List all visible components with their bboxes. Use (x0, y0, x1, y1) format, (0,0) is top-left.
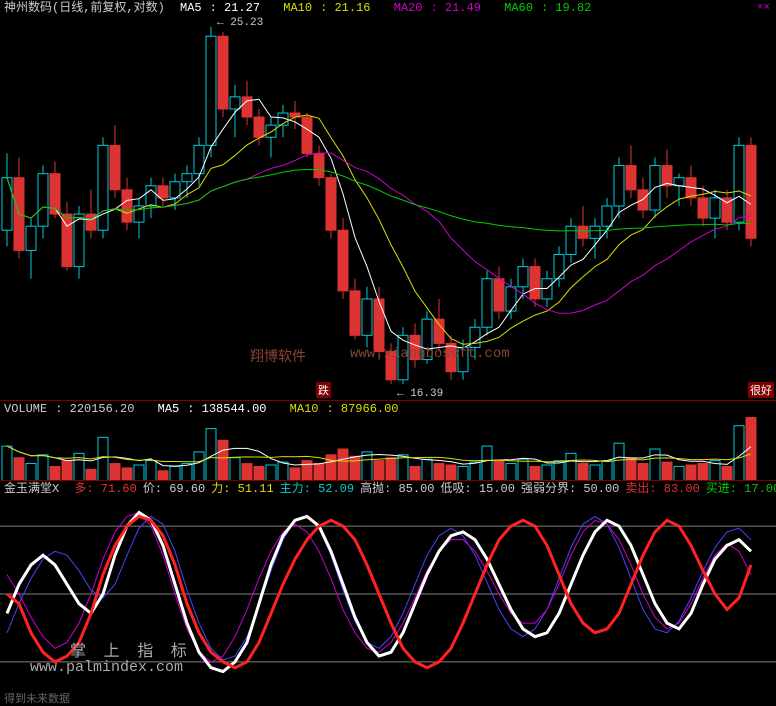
svg-text:← 16.39: ← 16.39 (397, 388, 443, 400)
stock-title: 神州数码(日线,前复权,对数) (4, 1, 165, 15)
ma60-label: MA60: 19.82 (504, 1, 599, 15)
indicator-item: 多: 71.60 (74, 482, 136, 496)
svg-text:← 25.23: ← 25.23 (217, 17, 263, 29)
volume-header: VOLUME: 220156.20 MA5: 138544.00 MA10: 8… (0, 401, 776, 417)
indicator-item: 卖出: 83.00 (625, 482, 699, 496)
indicator-item: 强弱分界: 50.00 (521, 482, 619, 496)
ma5-label: MA5: 21.27 (180, 1, 268, 15)
main-header: 神州数码(日线,前复权,对数) MA5: 21.27 MA10: 21.16 M… (0, 0, 776, 16)
indicator-item: 力: 51.11 (211, 482, 273, 496)
close-icon[interactable]: ×× (757, 2, 770, 14)
volume-title: VOLUME: 220156.20 (4, 402, 142, 416)
indicator-panel: 金玉满堂X 多: 71.60 价: 69.60 力: 51.11 主力: 52.09 高… (0, 480, 776, 706)
badge-right: 很好 (748, 382, 774, 398)
indicator-item: 低吸: 15.00 (441, 482, 515, 496)
vol-ma10: MA10: 87966.00 (290, 402, 407, 416)
indicator-item: 主力: 52.09 (280, 482, 354, 496)
indicator-item: 高抛: 85.00 (360, 482, 434, 496)
badge-left: 跌 (316, 382, 331, 398)
volume-panel: VOLUME: 220156.20 MA5: 138544.00 MA10: 8… (0, 400, 776, 480)
volume-chart[interactable] (0, 417, 776, 480)
indicator-item: 价: 69.60 (143, 482, 205, 496)
main-chart-panel: 神州数码(日线,前复权,对数) MA5: 21.27 MA10: 21.16 M… (0, 0, 776, 400)
ma10-label: MA10: 21.16 (283, 1, 378, 15)
candlestick-chart[interactable]: ← 25.23← 16.39 翔博软件 www.xiangbosoft.com (0, 16, 776, 400)
ma20-label: MA20: 21.49 (394, 1, 489, 15)
indicator-header: 金玉满堂X 多: 71.60 价: 69.60 力: 51.11 主力: 52.09 高… (0, 481, 776, 497)
indicator-title: 金玉满堂X (4, 482, 59, 496)
indicator-chart[interactable]: 掌 上 指 标 www.palmindex.com (0, 497, 776, 690)
vol-ma5: MA5: 138544.00 (158, 402, 275, 416)
indicator-item: 买进: 17.00 (706, 482, 776, 496)
indicator-footer: 得到未来数据 (4, 690, 70, 706)
